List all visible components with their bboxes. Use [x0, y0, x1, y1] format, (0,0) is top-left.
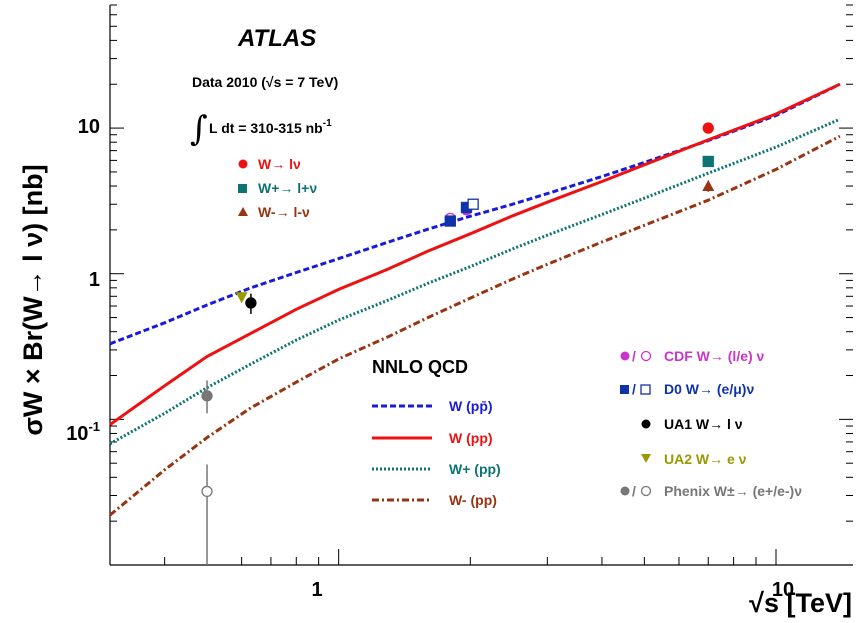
legend-phenix-label: Phenix W±→ (e+/e-)ν	[664, 483, 802, 499]
legend-ua1-marker	[641, 419, 651, 429]
curve-2	[109, 117, 841, 446]
legend-atlas-wminus-marker	[238, 207, 248, 216]
legend-atlas-wplus-marker	[238, 184, 247, 193]
lumi-superscript: -1	[323, 118, 332, 129]
legend-d0-open-marker	[640, 384, 651, 395]
point-4-0	[444, 215, 456, 227]
experiment-label: ATLAS	[237, 25, 316, 52]
axis-ticks	[109, 4, 853, 566]
x-axis-title: √s [TeV]	[749, 588, 852, 618]
point-5-0	[245, 297, 257, 309]
legend-cdf-filled-marker	[620, 351, 630, 361]
theory-legend: NNLO QCD W (pp̄) W (pp) W+ (pp) W- (pp)	[372, 357, 501, 508]
legend-cdf-label: CDF W→ (l/e) ν	[664, 348, 765, 364]
lumi-label: L dt = 310-315 nb-1	[209, 118, 332, 136]
legend-wplus-pp-label: W+ (pp)	[449, 461, 501, 477]
legend-w-ppbar-label: W (pp̄)	[449, 398, 493, 414]
legend-phenix-open-marker	[640, 485, 652, 497]
atlas-legend: W→ lν W+→ l+ν W-→ l-ν	[238, 156, 317, 220]
legend-phenix-slash: /	[632, 483, 636, 499]
legend-w-pp-label: W (pp)	[449, 430, 493, 446]
theory-legend-title: NNLO QCD	[372, 357, 468, 377]
legend-ua1-label: UA1 W→ l ν	[664, 416, 743, 432]
legend-phenix-filled-marker	[620, 486, 630, 496]
point-4-2	[467, 198, 479, 210]
y-tick-exp: -1	[88, 419, 100, 434]
legend-ua2-marker	[641, 454, 651, 463]
point-6-0	[235, 292, 248, 304]
data-points	[201, 122, 715, 565]
y-tick-label-10: 10	[78, 116, 100, 138]
lumi-text: L dt = 310-315 nb	[209, 120, 323, 136]
data-label: Data 2010 (√s = 7 TeV)	[192, 74, 338, 90]
y-axis-title: σW × Br(W→ l ν) [nb]	[18, 164, 48, 435]
legend-d0-slash: /	[632, 381, 636, 397]
point-0-0	[702, 122, 714, 134]
legend-atlas-w-marker	[238, 159, 248, 169]
legend-ua2-label: UA2 W→ e ν	[664, 451, 747, 467]
legend-atlas-w-label: W→ lν	[258, 156, 301, 172]
legend-d0-label: D0 W→ (e/μ)ν	[664, 381, 754, 397]
legend-wminus-pp-label: W- (pp)	[449, 492, 497, 508]
curve-1	[109, 82, 841, 426]
legend-atlas-wminus-label: W-→ l-ν	[258, 204, 310, 220]
theory-curves	[109, 82, 841, 517]
x-tick-label-1: 1	[311, 579, 322, 601]
legend-d0-filled-marker	[620, 385, 629, 394]
x-tick-label-10: 10	[772, 579, 794, 601]
legend-cdf-slash: /	[632, 348, 636, 364]
integral-sign: ∫	[190, 109, 208, 149]
legend-cdf-open-marker	[640, 350, 652, 362]
point-7-0	[201, 390, 213, 402]
curve-3	[109, 134, 841, 517]
point-2-0	[702, 180, 715, 192]
point-7-1	[201, 485, 213, 498]
experiments-legend: / CDF W→ (l/e) ν / D0 W→ (e/μ)ν UA1 W→ l…	[620, 348, 802, 499]
y-tick-label-0.1: 10-1	[66, 419, 100, 445]
point-1-0	[702, 155, 714, 168]
y-tick-base: 10	[66, 423, 88, 445]
y-tick-label-1: 1	[89, 269, 100, 291]
legend-atlas-wplus-label: W+→ l+ν	[258, 180, 317, 196]
